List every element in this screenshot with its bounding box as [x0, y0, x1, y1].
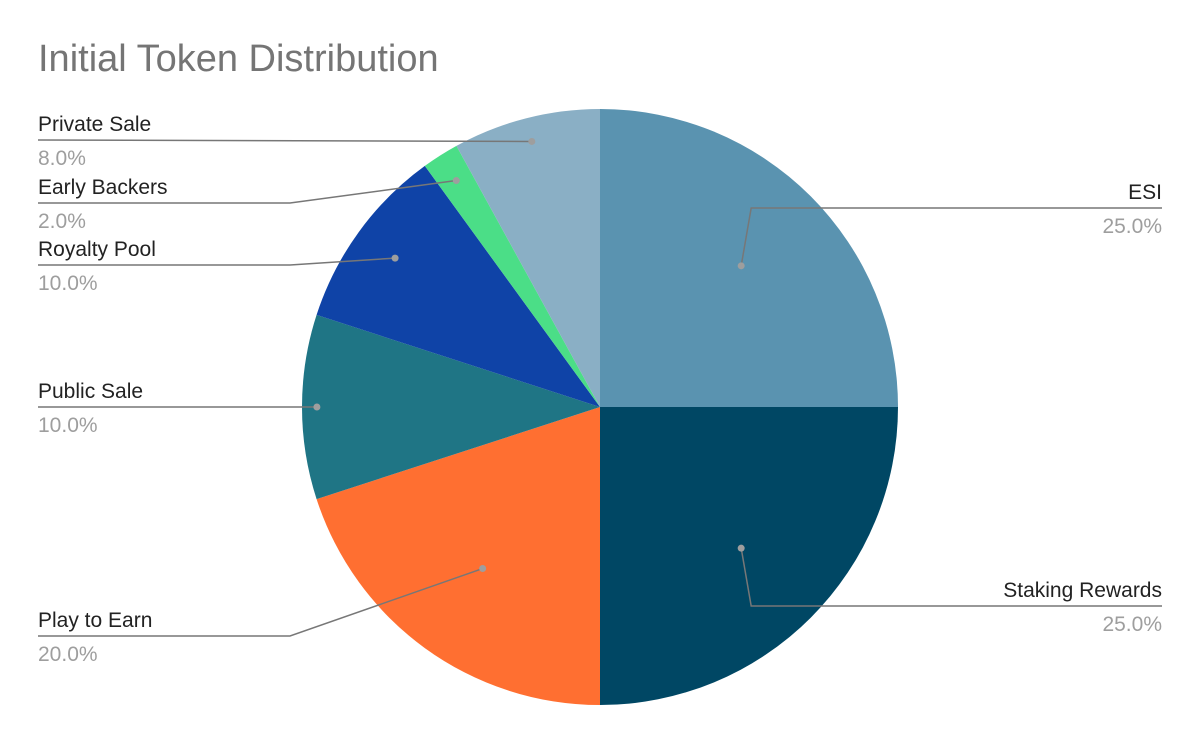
slice-label-esi: ESI — [1128, 181, 1162, 204]
slice-percent-royalty-pool: 10.0% — [38, 272, 98, 295]
leader-line-private-sale — [37, 139, 532, 143]
chart-title: Initial Token Distribution — [38, 38, 439, 80]
pie-slice-esi — [600, 109, 898, 407]
slice-label-private-sale: Private Sale — [38, 113, 151, 136]
leader-line-royalty-pool — [38, 257, 396, 266]
leader-dot-esi — [737, 262, 745, 270]
leader-dot-royalty-pool — [391, 254, 399, 262]
leader-dot-play-to-earn — [479, 565, 487, 573]
slice-percent-private-sale: 8.0% — [38, 147, 86, 170]
slice-label-royalty-pool: Royalty Pool — [38, 238, 156, 261]
pie-slice-play-to-earn — [316, 407, 600, 705]
pie-slice-early-backers — [424, 145, 600, 408]
slice-label-early-backers: Early Backers — [38, 176, 168, 199]
leader-line-play-to-earn — [38, 567, 483, 637]
slice-label-play-to-earn: Play to Earn — [38, 609, 152, 632]
leader-dot-private-sale — [528, 137, 536, 145]
slice-label-public-sale: Public Sale — [38, 380, 143, 403]
leader-line-esi — [740, 207, 1162, 266]
leader-dot-early-backers — [452, 177, 460, 185]
pie-slice-royalty-pool — [316, 165, 600, 407]
slice-label-staking-rewards: Staking Rewards — [1003, 579, 1162, 602]
slice-percent-early-backers: 2.0% — [38, 210, 86, 233]
pie-slice-private-sale — [456, 109, 600, 407]
leader-line-early-backers — [38, 179, 457, 204]
slice-labels: ESI 25.0% Staking Rewards 25.0% Play to Earn… — [38, 113, 1162, 666]
leader-dot-public-sale — [313, 403, 321, 411]
slice-percent-public-sale: 10.0% — [38, 414, 98, 437]
leader-dot-staking-rewards — [737, 544, 745, 552]
pie-slice-public-sale — [301, 314, 600, 500]
slice-percent-esi: 25.0% — [1102, 215, 1162, 238]
pie-slices — [301, 109, 898, 705]
pie-slice-staking-rewards — [600, 407, 898, 705]
leader-lines — [37, 137, 1162, 637]
slice-percent-play-to-earn: 20.0% — [38, 643, 98, 666]
slice-percent-staking-rewards: 25.0% — [1102, 613, 1162, 636]
leader-line-staking-rewards — [740, 548, 1162, 607]
